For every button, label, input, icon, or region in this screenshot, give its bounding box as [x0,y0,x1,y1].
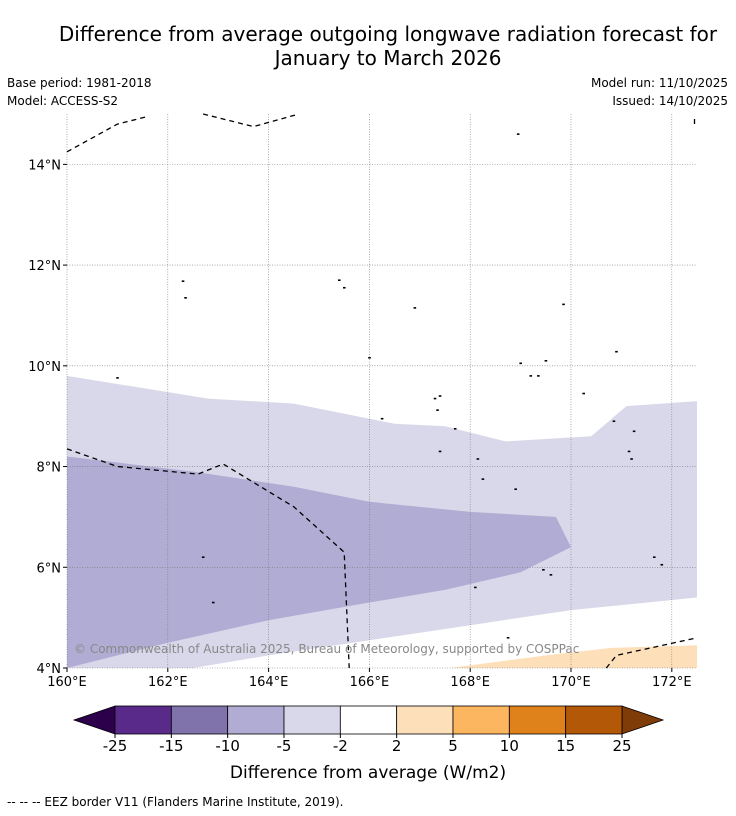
island [481,478,485,480]
colorbar-segment [565,705,623,735]
colorbar-segment [339,705,398,735]
anomaly-region-3 [450,645,697,668]
eez-border-line [202,113,299,128]
y-axis-ticks: 4°N 6°N 8°N 10°N 12°N 14°N [28,158,67,677]
colorbar-tick-label: 2 [392,737,402,755]
island [660,563,664,566]
y-tick-label: 12°N [28,259,61,274]
model-run: Model run: 11/10/2025 [590,76,728,90]
island [181,280,185,283]
colorbar-segment [227,705,285,735]
island [537,375,540,377]
colorbar-segment [170,705,229,735]
x-tick-label: 168°E [450,675,490,690]
x-tick-label: 170°E [551,675,591,690]
issued-date: Issued: 14/10/2025 [612,94,728,108]
island [453,427,457,430]
island [549,574,553,576]
model-name: Model: ACCESS-S2 [7,94,119,108]
x-tick-label: 160°E [47,675,87,690]
island [337,279,341,281]
colorbar-segment [114,705,172,735]
colorbar: -25 -15 -10 -5 -2 2 5 10 15 25 [72,705,665,755]
colorbar-tick-label: 5 [448,737,458,755]
island [627,450,631,453]
colorbar-under-arrow [72,705,116,735]
y-tick-label: 4°N [37,662,62,677]
y-tick-label: 14°N [28,158,61,173]
meta-right: Model run: 11/10/2025 Issued: 14/10/2025 [591,74,728,110]
island [413,307,417,309]
island [184,297,187,299]
colorbar-segment [508,705,567,735]
x-axis-ticks: 160°E 162°E 164°E 166°E 168°E 170°E 172°E [47,668,692,690]
colorbar-tick-label: 10 [500,737,519,755]
island [380,417,384,420]
colorbar-tick-label: -25 [103,737,128,755]
eez-border-line [66,115,148,153]
eez-borders [66,113,698,669]
colorbar-tick-label: -15 [159,737,184,755]
colorbar-segment [283,705,341,735]
gridlines [66,114,697,669]
island [544,359,548,362]
island [343,286,346,289]
island [632,430,636,433]
island [211,601,215,604]
y-tick-label: 10°N [28,360,61,375]
island [529,375,533,377]
island [612,420,616,423]
island [516,133,520,135]
colorbar-label: Difference from average (W/m2) [230,763,506,783]
island [438,450,442,453]
colorbar-segment [396,705,454,735]
island [652,556,656,558]
island [519,362,522,365]
island [433,397,437,400]
island [201,556,205,558]
meta-left: Base period: 1981-2018 Model: ACCESS-S2 [7,74,152,110]
island [514,488,517,491]
island [542,568,545,571]
anomaly-region-2 [67,456,571,668]
island [476,458,480,460]
x-tick-label: 162°E [148,675,188,690]
title-line-2: January to March 2026 [274,46,502,70]
island [116,377,119,379]
colorbar-tick-label: 15 [556,737,575,755]
copyright-text: © Commonwealth of Australia 2025, Bureau… [74,642,579,656]
base-period: Base period: 1981-2018 [7,76,152,90]
y-tick-label: 6°N [37,561,62,576]
island [436,409,439,411]
eez-footnote: -- -- -- EEZ border V11 (Flanders Marine… [7,795,344,809]
chart-title: Difference from average outgoing longwav… [0,22,736,70]
colorbar-tick-label: -10 [215,737,240,755]
island [615,350,618,353]
colorbar-over-arrow [621,705,665,735]
anomaly-regions [67,375,697,668]
x-tick-label: 166°E [350,675,390,690]
island [368,356,371,359]
islands [116,133,664,639]
island [582,392,585,395]
colorbar-tick-label: -5 [277,737,292,755]
x-tick-label: 164°E [249,675,289,690]
colorbar-segment [452,705,510,735]
x-tick-label: 172°E [652,675,692,690]
colorbar-tick-label: 25 [612,737,631,755]
title-line-1: Difference from average outgoing longwav… [58,22,718,46]
island [630,458,633,460]
island [562,303,565,306]
colorbar-tick-label: -2 [333,737,348,755]
island [474,586,477,589]
island [506,636,510,639]
island [438,395,442,397]
y-tick-label: 8°N [37,461,62,476]
